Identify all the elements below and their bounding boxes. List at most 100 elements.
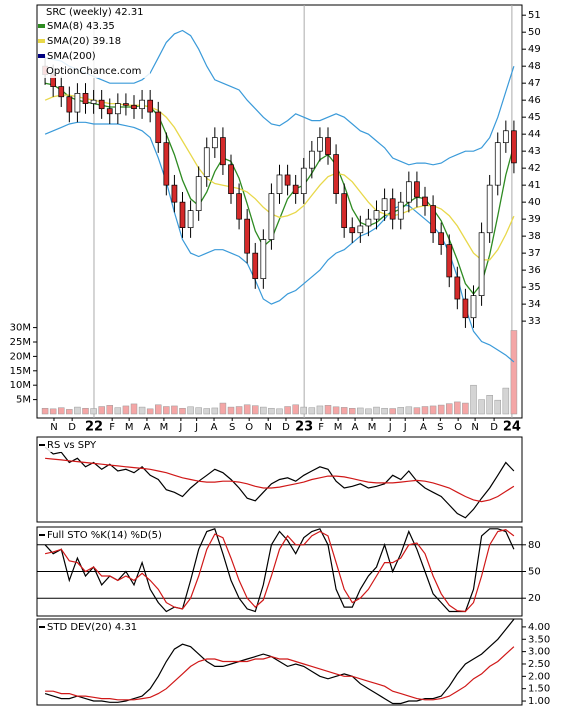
y-tick-label: 46 [528, 95, 541, 106]
y-tick-label: 80 [528, 540, 541, 551]
volume-bar [284, 406, 291, 415]
y-tick-label: 49 [528, 44, 541, 55]
x-tick-label: S [229, 422, 235, 433]
x-tick-label: N [471, 422, 478, 433]
y-tick-label: 39 [528, 214, 541, 225]
indicator-line [44, 529, 515, 613]
x-tick-label: M [125, 422, 134, 433]
x-tick-label: J [403, 422, 407, 433]
x-tick-label: N [50, 422, 57, 433]
volume-bar [98, 406, 105, 415]
volume-bar [405, 406, 413, 415]
y-tick-label: 34 [528, 299, 541, 310]
volume-bar [276, 408, 283, 415]
volume-tick-label: 10M [10, 380, 31, 391]
label-box [38, 439, 168, 452]
volume-bar [163, 406, 170, 415]
volume-tick-label: 25M [10, 337, 31, 348]
y-tick-label: 50 [528, 567, 541, 578]
candle-body [236, 193, 242, 220]
volume-bar [195, 407, 202, 415]
candle-body [114, 103, 121, 115]
y-tick-label: 33 [528, 316, 541, 327]
candle-body [276, 174, 283, 195]
candle-body [325, 137, 331, 155]
x-tick-label: O [245, 422, 253, 433]
y-tick-label: 40 [528, 197, 541, 208]
volume-bar [429, 405, 437, 415]
label-box [38, 529, 168, 542]
volume-bar [349, 407, 356, 415]
volume-tick-label: 30M [10, 323, 31, 334]
volume-bar [227, 406, 235, 415]
volume-bar [171, 405, 178, 415]
volume-bar [365, 408, 372, 415]
y-tick-label: 2.50 [528, 659, 550, 670]
candle-body [131, 104, 137, 110]
volume-bar [324, 405, 332, 415]
volume-bar [413, 407, 421, 415]
candle-body [381, 198, 388, 212]
legend-label: SMA(8) 43.35 [47, 21, 115, 32]
indicator-line [44, 446, 515, 519]
volume-bar [292, 404, 299, 415]
volume-bar [49, 408, 57, 415]
x-tick-label: S [437, 422, 443, 433]
volume-bar [235, 406, 243, 415]
volume-bar [437, 404, 445, 415]
volume-bar [494, 399, 501, 415]
candle-body [284, 174, 291, 186]
x-tick-label: J [388, 422, 392, 433]
x-tick-label: F [109, 422, 115, 433]
candle-body [66, 96, 73, 113]
volume-bar [421, 406, 429, 415]
x-tick-label: A [352, 422, 359, 433]
volume-bar [373, 406, 380, 415]
volume-bar [203, 408, 210, 415]
upper-band [44, 29, 515, 166]
volume-bar [502, 387, 510, 415]
x-tick-label: 24 [503, 420, 521, 435]
x-tick-label: A [211, 422, 218, 433]
y-tick-label: 45 [528, 112, 541, 123]
candle-body [414, 181, 420, 198]
candle-body [106, 108, 113, 115]
x-tick-label: J [178, 422, 182, 433]
y-tick-label: 3.00 [528, 647, 550, 658]
candle-body [438, 232, 445, 245]
y-tick-label: 4.00 [528, 622, 550, 633]
volume-bar [146, 408, 154, 415]
x-tick-label: 22 [85, 420, 103, 435]
volume-bar [462, 402, 469, 415]
panel-title: STD DEV(20) 4.31 [47, 622, 137, 633]
volume-bar [58, 407, 65, 415]
candle-body [478, 232, 485, 296]
volume-bar [260, 406, 267, 415]
candle-body [389, 198, 396, 220]
candle-body [494, 142, 501, 186]
volume-bar [357, 407, 364, 415]
volume-bar [90, 408, 97, 415]
candle-body [58, 86, 65, 98]
volume-bar [122, 405, 130, 415]
volume-bar [114, 407, 122, 415]
y-tick-label: 35 [528, 282, 541, 293]
candle-body [163, 142, 170, 186]
candle-body [268, 193, 275, 240]
x-tick-label: M [334, 422, 343, 433]
candle-body [333, 154, 339, 195]
candle-body [147, 99, 154, 113]
y-tick-label: 20 [528, 593, 541, 604]
y-tick-label: 44 [528, 129, 541, 140]
x-tick-label: N [264, 422, 271, 433]
x-tick-label: A [144, 422, 151, 433]
y-tick-label: 48 [528, 61, 541, 72]
y-tick-label: 43 [528, 146, 541, 157]
indicator-line [45, 646, 515, 701]
volume-bar [454, 401, 461, 415]
panel-title: RS vs SPY [47, 440, 97, 451]
x-tick-label: M [368, 422, 377, 433]
candle-body [187, 210, 194, 228]
candle-body [252, 252, 259, 279]
legend-swatch [38, 54, 45, 58]
